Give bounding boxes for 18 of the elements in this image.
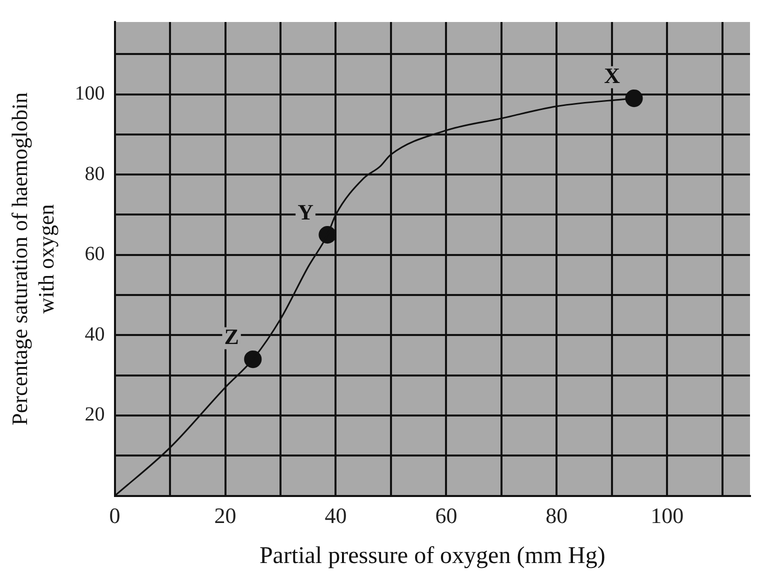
annotation: Z bbox=[224, 324, 239, 349]
annotation: X bbox=[604, 62, 620, 88]
point bbox=[625, 89, 643, 108]
annotation: Y bbox=[298, 199, 314, 224]
x-tick-label: 60 bbox=[435, 502, 458, 528]
x-tick-label: 20 bbox=[214, 502, 236, 528]
y-tick-label: 20 bbox=[84, 404, 105, 426]
x-tick-label: 100 bbox=[650, 502, 684, 528]
x-tick-label: 80 bbox=[546, 502, 568, 528]
x-axis-title: Partial pressure of oxygen (mm Hg) bbox=[259, 542, 606, 569]
x-tick-label: 0 bbox=[109, 502, 120, 528]
y-tick-label: 100 bbox=[74, 82, 105, 105]
y-axis-title: Percentage saturation of haemoglobin with oxygen bbox=[6, 92, 58, 426]
y-tick-label: 40 bbox=[84, 323, 105, 346]
y-tick-label: 80 bbox=[84, 162, 105, 185]
y-tick-label: 60 bbox=[84, 243, 105, 266]
x-tick-label: 40 bbox=[324, 502, 347, 528]
point bbox=[244, 350, 262, 368]
